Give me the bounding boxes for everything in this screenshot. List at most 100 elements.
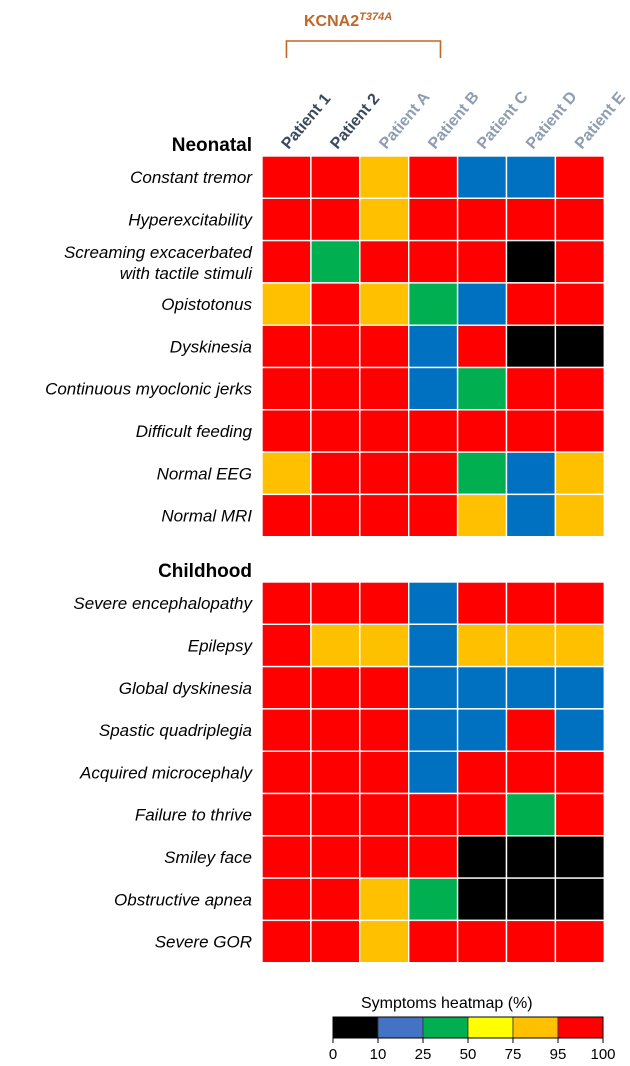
colorbar-tick-label: 25 [415, 1046, 432, 1063]
heatmap-cell [505, 581, 557, 625]
heatmap-cell [310, 665, 361, 710]
heatmap-cell [408, 708, 459, 752]
heatmap-cell [408, 581, 459, 625]
heatmap-cell [456, 877, 508, 922]
heatmap-cell [261, 665, 312, 710]
heatmap-cell [310, 708, 361, 752]
colorbar-tick-label: 50 [460, 1046, 477, 1063]
heatmap-cell [408, 877, 459, 922]
heatmap-cell [554, 835, 606, 879]
group-label: KCNA2T374A [304, 11, 392, 30]
row-label: Acquired microcephaly [79, 763, 253, 782]
heatmap-cell [554, 750, 606, 795]
heatmap-cell [359, 750, 410, 795]
heatmap-cell [261, 708, 312, 752]
heatmap-cell [310, 750, 361, 795]
heatmap-cell [554, 451, 606, 496]
heatmap-cell [261, 366, 312, 411]
heatmap-cell [505, 919, 557, 964]
heatmap-cell [310, 155, 361, 199]
heatmap-cell [554, 792, 606, 837]
heatmap-cell [310, 623, 361, 668]
heatmap-cell [310, 792, 361, 837]
heatmap-cell [310, 451, 361, 496]
row-label: Global dyskinesia [119, 679, 252, 698]
heatmap-cell [261, 239, 312, 284]
heatmap-cell [310, 581, 361, 625]
heatmap-cell [554, 197, 606, 242]
row-label: Normal MRI [161, 507, 252, 526]
heatmap-cell [505, 324, 557, 369]
heatmap-cell [310, 409, 361, 453]
heatmap-cell [408, 197, 459, 242]
heatmap-cell [359, 493, 410, 538]
heatmap-cell [505, 792, 557, 837]
heatmap-cell [310, 877, 361, 922]
row-label: Severe GOR [155, 933, 252, 952]
row-label: Severe encephalopathy [73, 594, 253, 613]
heatmap-cell [408, 409, 459, 453]
section-title: Childhood [158, 561, 252, 582]
heatmap-cell [261, 835, 312, 879]
heatmap-cell [505, 493, 557, 538]
heatmap-cell [456, 451, 508, 496]
heatmap-cell [456, 581, 508, 625]
row-label: Smiley face [164, 848, 252, 867]
heatmap-cell [261, 877, 312, 922]
heatmap-cell [456, 792, 508, 837]
colorbar-segment [512, 1016, 559, 1039]
heatmap-cell [408, 451, 459, 496]
colorbar-tick-label: 75 [505, 1046, 522, 1063]
heatmap-cell [359, 451, 410, 496]
heatmap-cell [261, 451, 312, 496]
colorbar-segment [377, 1016, 424, 1039]
heatmap-cell [456, 324, 508, 369]
heatmap-cell [359, 324, 410, 369]
colorbar-segment [557, 1016, 604, 1039]
heatmap-cell [554, 877, 606, 922]
colorbar-tick-label: 95 [550, 1046, 567, 1063]
heatmap-cell [359, 239, 410, 284]
heatmap-cell [505, 155, 557, 199]
heatmap-cell [310, 835, 361, 879]
heatmap-cell [408, 324, 459, 369]
heatmap-cell [359, 792, 410, 837]
heatmap-cell [408, 792, 459, 837]
heatmap-cell [359, 835, 410, 879]
heatmap-cell [261, 750, 312, 795]
heatmap-cell [505, 665, 557, 710]
heatmap-cell [261, 197, 312, 242]
heatmap-cell [261, 155, 312, 199]
heatmap-cell [310, 197, 361, 242]
heatmap-cell [505, 750, 557, 795]
heatmap-cell [261, 919, 312, 964]
heatmap-cell [261, 493, 312, 538]
heatmap-cell [456, 239, 508, 284]
heatmap-cell [456, 708, 508, 752]
heatmap-cell [359, 409, 410, 453]
row-label: Spastic quadriplegia [99, 721, 252, 740]
heatmap-cell [554, 409, 606, 453]
heatmap-cell [554, 581, 606, 625]
heatmap-cell [456, 282, 508, 326]
row-label: Screaming excacerbated with tactile stimu… [64, 243, 253, 283]
row-label: Failure to thrive [135, 806, 252, 825]
heatmap-cell [554, 493, 606, 538]
heatmap-cell [359, 282, 410, 326]
heatmap-cell [359, 708, 410, 752]
heatmap-cell [408, 623, 459, 668]
heatmap-cell [408, 239, 459, 284]
colorbar-title: Symptoms heatmap (%) [361, 995, 533, 1012]
heatmap-cell [456, 623, 508, 668]
row-label: Normal EEG [157, 464, 252, 483]
heatmap-cell [505, 282, 557, 326]
heatmap-cell [261, 409, 312, 453]
heatmap-cell [456, 197, 508, 242]
heatmap-cell [408, 155, 459, 199]
heatmap-cell [554, 324, 606, 369]
heatmap-cell [310, 324, 361, 369]
heatmap-cell [554, 708, 606, 752]
heatmap-cell [359, 366, 410, 411]
heatmap-cell [261, 324, 312, 369]
